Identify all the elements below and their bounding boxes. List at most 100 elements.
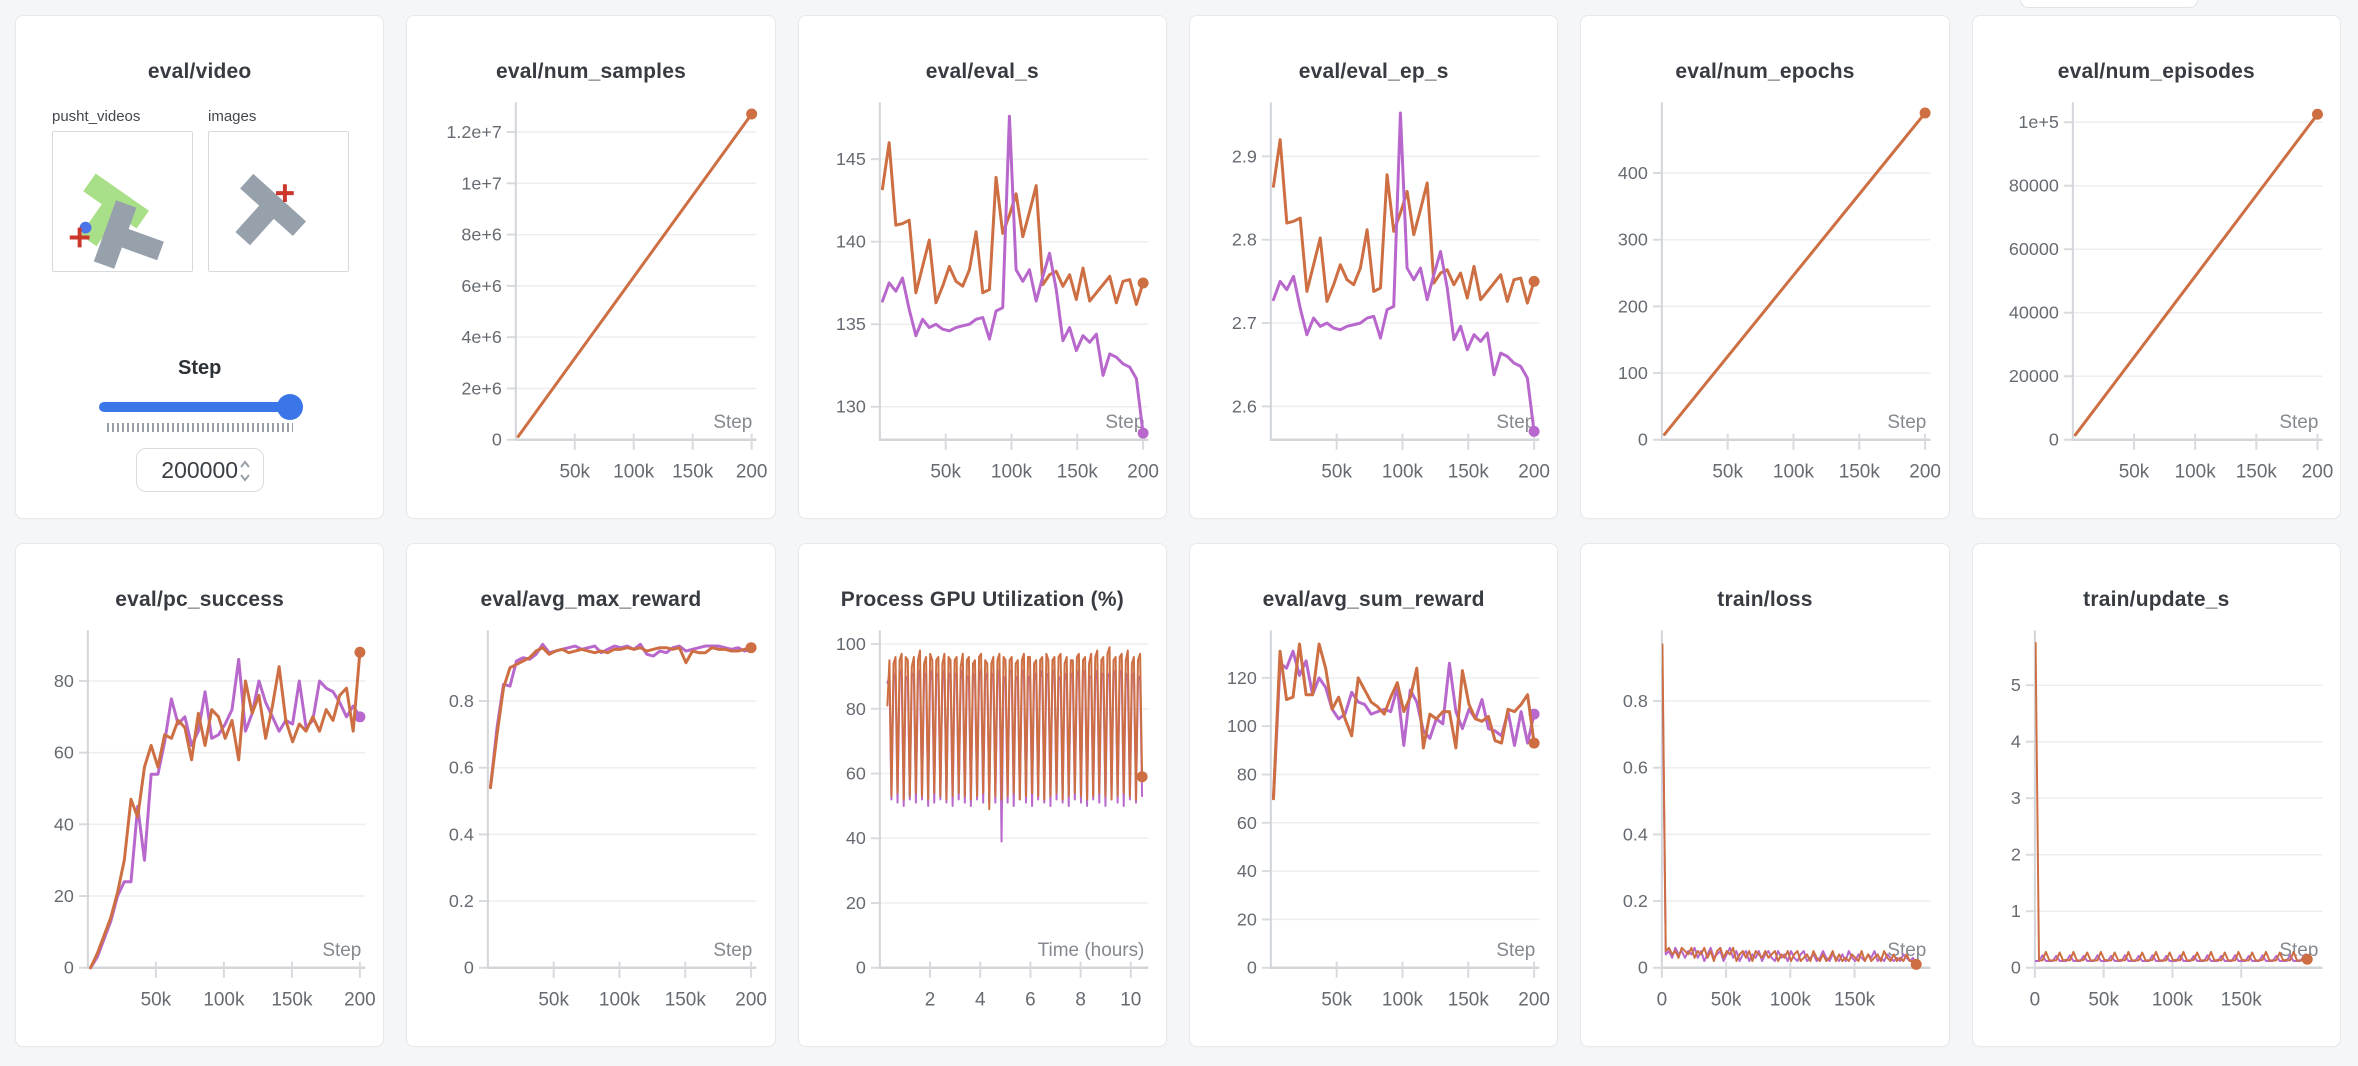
svg-text:Step: Step	[1888, 940, 1927, 961]
svg-text:0: 0	[1657, 990, 1668, 1011]
svg-text:50k: 50k	[2118, 462, 2149, 483]
svg-text:Step: Step	[714, 940, 753, 961]
chart-title: train/loss	[1717, 588, 1813, 611]
panel-eval-num-episodes: eval/num_episodes 0 20000 40000 60000 80000 1…	[1971, 15, 2341, 519]
svg-text:80: 80	[1237, 764, 1257, 784]
svg-text:150k: 150k	[1448, 990, 1490, 1011]
svg-text:20: 20	[1237, 909, 1257, 929]
svg-text:Step: Step	[322, 940, 361, 961]
chart-title: eval/avg_max_reward	[480, 588, 702, 611]
target-cross	[276, 184, 294, 202]
svg-text:50k: 50k	[539, 990, 570, 1011]
media-label-images: images	[208, 108, 257, 125]
svg-text:2.9: 2.9	[1232, 146, 1257, 166]
svg-text:1e+7: 1e+7	[462, 173, 502, 193]
svg-text:Step: Step	[2279, 412, 2318, 433]
svg-text:2: 2	[2011, 845, 2021, 865]
stepper-chevrons-icon[interactable]	[239, 459, 251, 483]
chart-plot-area[interactable]: 0 20000 40000 60000 80000 1e+5 50k 100k 150k 200 S…	[1973, 90, 2340, 510]
svg-text:Step: Step	[1496, 412, 1535, 433]
chart-plot-area[interactable]: 0 0.2 0.4 0.6 0.8 0 50k 100k 150k Step	[1581, 618, 1948, 1038]
chart-plot-area[interactable]: 130 135 140 145 50k 100k 150k 200 Step	[799, 90, 1166, 510]
svg-text:2e+6: 2e+6	[462, 378, 502, 398]
chart-plot-area[interactable]: 0 20 40 60 80 50k 100k 150k 200 Step	[16, 618, 383, 1038]
svg-text:150k: 150k	[672, 462, 714, 483]
svg-text:200: 200	[1518, 462, 1550, 483]
agent-dot	[79, 221, 92, 234]
step-slider[interactable]	[98, 394, 303, 420]
svg-text:4e+6: 4e+6	[462, 327, 502, 347]
pusht-video-frame[interactable]	[52, 131, 193, 272]
svg-text:300: 300	[1618, 230, 1648, 250]
svg-text:8e+6: 8e+6	[462, 225, 502, 245]
svg-text:0: 0	[492, 430, 502, 450]
svg-text:200: 200	[736, 462, 768, 483]
svg-text:50k: 50k	[1713, 462, 1744, 483]
media-row: pusht_videos images	[16, 108, 383, 277]
svg-text:50k: 50k	[1711, 990, 1742, 1011]
svg-text:0.4: 0.4	[449, 824, 474, 844]
chart-plot-area[interactable]: 0 1 2 3 4 5 0 50k 100k 150k Step	[1973, 618, 2340, 1038]
svg-text:120: 120	[1227, 668, 1257, 688]
svg-text:Step: Step	[714, 412, 753, 433]
svg-text:50k: 50k	[141, 990, 172, 1011]
step-slider-track[interactable]	[98, 402, 301, 412]
svg-text:0.2: 0.2	[449, 891, 474, 911]
chart-title: eval/num_episodes	[2057, 60, 2255, 83]
svg-text:8: 8	[1075, 990, 1086, 1011]
svg-text:200: 200	[1618, 296, 1648, 316]
svg-text:100k: 100k	[613, 462, 655, 483]
svg-text:200: 200	[344, 990, 376, 1011]
chart-plot-area[interactable]: 0 20 40 60 80 100 2 4 6 8 10 Time (hours)	[799, 618, 1166, 1038]
panel-train-update-s: train/update_s 0 1 2 3 4 5 0 50k 100k 150k Step	[1971, 543, 2341, 1047]
step-slider-label: Step	[177, 357, 222, 379]
step-slider-thumb[interactable]	[276, 394, 303, 420]
svg-text:2.7: 2.7	[1232, 313, 1257, 333]
svg-text:0.6: 0.6	[1623, 758, 1648, 778]
svg-text:150k: 150k	[271, 990, 313, 1011]
svg-text:1e+5: 1e+5	[2018, 112, 2058, 132]
step-value-input[interactable]	[156, 456, 243, 484]
svg-text:80: 80	[54, 671, 74, 691]
svg-text:0.8: 0.8	[1623, 691, 1648, 711]
svg-text:100: 100	[1618, 363, 1648, 383]
chart-plot-area[interactable]: 2.6 2.7 2.8 2.9 50k 100k 150k 200 Step	[1190, 90, 1557, 510]
images-frame[interactable]	[208, 131, 349, 272]
svg-text:0.8: 0.8	[449, 691, 474, 711]
svg-text:2.8: 2.8	[1232, 230, 1257, 250]
chart-title: Process GPU Utilization (%)	[840, 588, 1124, 611]
svg-text:60000: 60000	[2009, 239, 2059, 259]
chart-plot-area[interactable]: 0 0.2 0.4 0.6 0.8 50k 100k 150k 200 Step	[407, 618, 774, 1038]
panel-eval-num-samples: eval/num_samples 0 2e+6 4e+6 6e+6 8e+6 1e+7 1.…	[406, 15, 776, 519]
chart-plot-area[interactable]: 0 2e+6 4e+6 6e+6 8e+6 1e+7 1.2e+7 50k 100k 150k 20…	[407, 90, 774, 510]
svg-text:145: 145	[836, 149, 866, 169]
svg-text:0: 0	[464, 958, 474, 978]
svg-text:40: 40	[54, 814, 74, 834]
svg-text:6: 6	[1025, 990, 1036, 1011]
svg-text:0: 0	[2011, 958, 2021, 978]
panel-train-loss: train/loss 0 0.2 0.4 0.6 0.8 0 50k 100k 150k Step	[1580, 543, 1950, 1047]
target-cross	[69, 227, 90, 248]
panel-eval-video: eval/video pusht_videos	[15, 15, 385, 519]
svg-text:0.4: 0.4	[1623, 824, 1648, 844]
svg-text:50k: 50k	[2088, 990, 2119, 1011]
svg-text:200: 200	[1518, 990, 1550, 1011]
chart-plot-area[interactable]: 0 100 200 300 400 50k 100k 150k 200 Step	[1581, 90, 1948, 510]
svg-text:2.6: 2.6	[1232, 396, 1257, 416]
svg-text:100k: 100k	[1382, 462, 1424, 483]
svg-text:150k: 150k	[2235, 462, 2277, 483]
svg-text:Step: Step	[1496, 940, 1535, 961]
svg-text:0: 0	[1638, 430, 1648, 450]
svg-text:0: 0	[64, 958, 74, 978]
chart-title: eval/eval_ep_s	[1298, 60, 1449, 83]
svg-text:40000: 40000	[2009, 303, 2059, 323]
svg-text:4: 4	[975, 990, 986, 1011]
partial-panel-edge	[2020, 0, 2198, 8]
chart-plot-area[interactable]: 0 20 40 60 80 100 120 50k 100k 150k 200 Step	[1190, 618, 1557, 1038]
svg-text:0: 0	[2049, 430, 2059, 450]
svg-text:200: 200	[736, 990, 768, 1011]
svg-text:1.2e+7: 1.2e+7	[447, 122, 502, 142]
svg-text:Time (hours): Time (hours)	[1037, 940, 1144, 961]
gray-t-block	[93, 200, 164, 269]
svg-text:150k: 150k	[1448, 462, 1490, 483]
